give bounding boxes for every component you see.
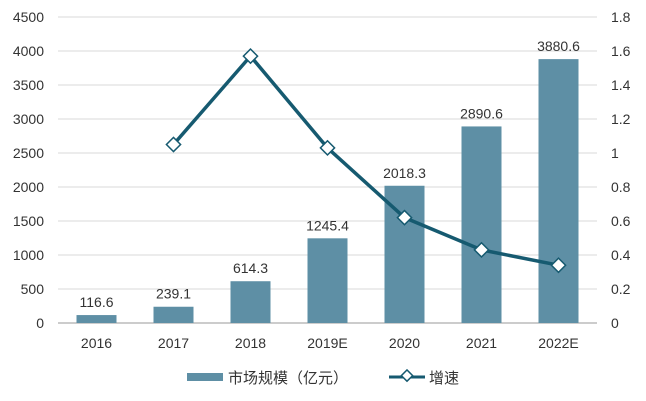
growth-point [242, 47, 259, 65]
x-tick-label: 2018 [235, 335, 266, 351]
x-axis-ticks: 2016 2017 2018 2019E 2020 2021 2022E [81, 335, 579, 351]
legend-diamond-icon [400, 368, 414, 383]
bars: 116.6 239.1 614.3 1245.4 2018.3 2890.6 3880.6 [76, 38, 580, 323]
bar-value-label: 614.3 [233, 260, 268, 276]
left-tick-label: 1500 [13, 213, 44, 229]
x-tick-label: 2019E [307, 335, 347, 351]
growth-point [165, 136, 182, 153]
growth-point [319, 139, 336, 157]
legend-bar-swatch [187, 373, 223, 381]
bar-2016 [76, 315, 117, 323]
bar-2022E [538, 59, 579, 323]
left-tick-label: 3000 [13, 111, 44, 127]
bar-2021 [461, 126, 502, 323]
bar-2017 [153, 306, 194, 323]
left-tick-label: 2000 [13, 179, 44, 195]
bar-value-label: 116.6 [80, 294, 114, 310]
left-tick-label: 500 [21, 281, 45, 297]
x-tick-label: 2020 [389, 335, 420, 351]
growth-line-path [172, 54, 559, 267]
right-tick-label: 0 [611, 315, 619, 331]
right-tick-label: 1 [611, 145, 619, 161]
bar-2018 [230, 281, 271, 323]
x-tick-label: 2022E [538, 335, 578, 351]
x-tick-label: 2016 [81, 335, 112, 351]
growth-line [165, 47, 567, 274]
growth-point [396, 209, 413, 226]
right-axis-ticks: 0 0.2 0.4 0.6 0.8 1 1.2 1.4 1.6 1.8 [611, 9, 631, 331]
legend: 市场规模（亿元） 增速 [187, 368, 459, 387]
bar-value-label: 239.1 [156, 286, 191, 302]
right-tick-label: 1.6 [611, 43, 631, 59]
bar-2019E [307, 238, 348, 323]
right-tick-label: 1.8 [611, 9, 631, 25]
bar-value-label: 2018.3 [383, 165, 426, 181]
right-tick-label: 0.8 [611, 179, 631, 195]
left-tick-label: 2500 [13, 145, 44, 161]
growth-point [473, 241, 490, 259]
right-tick-label: 0.6 [611, 213, 631, 229]
legend-line-label: 增速 [429, 370, 459, 387]
x-tick-label: 2017 [158, 335, 189, 351]
bar-value-label: 2890.6 [460, 105, 503, 121]
left-tick-label: 1000 [13, 247, 44, 263]
right-tick-label: 0.2 [611, 281, 631, 297]
growth-point [550, 257, 567, 274]
left-axis-ticks: 0 500 1000 1500 2000 2500 3000 3500 4000 4500 [13, 9, 44, 331]
bar-value-label: 3880.6 [537, 38, 580, 54]
left-tick-label: 4500 [13, 9, 44, 25]
left-tick-label: 0 [36, 315, 44, 331]
bar-2020 [384, 185, 425, 323]
x-tick-label: 2021 [466, 335, 497, 351]
right-tick-label: 0.4 [611, 247, 631, 263]
right-tick-label: 1.2 [611, 111, 631, 127]
legend-bar-label: 市场规模（亿元） [228, 370, 348, 387]
bar-value-label: 1245.4 [306, 217, 349, 233]
right-tick-label: 1.4 [611, 77, 631, 93]
left-tick-label: 4000 [13, 43, 44, 59]
left-tick-label: 3500 [13, 77, 44, 93]
